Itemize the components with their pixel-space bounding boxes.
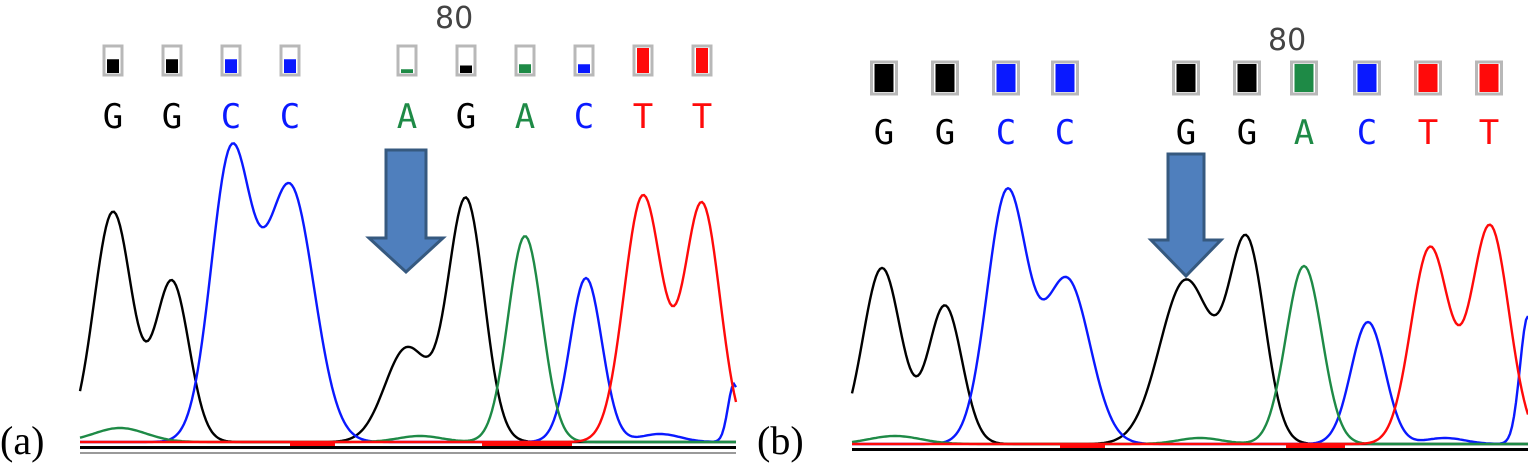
quality-fill-a-3 bbox=[225, 59, 237, 73]
baseline-noise-b-2 bbox=[1286, 445, 1345, 448]
base-call-a-5: A bbox=[397, 97, 417, 137]
panel-label-b: (b) bbox=[757, 418, 804, 463]
quality-boxes-a bbox=[102, 44, 713, 77]
base-call-b-10: T bbox=[1479, 113, 1499, 153]
base-call-b-5: G bbox=[1176, 113, 1196, 153]
trace-T-b bbox=[852, 223, 1528, 446]
base-call-a-9: T bbox=[633, 97, 653, 137]
base-call-b-9: T bbox=[1418, 113, 1438, 153]
quality-box-a-5 bbox=[396, 44, 418, 77]
base-call-a-7: A bbox=[515, 97, 535, 137]
quality-fill-b-2 bbox=[935, 64, 955, 92]
base-call-b-3: C bbox=[996, 113, 1016, 153]
traces-a bbox=[78, 142, 738, 446]
panel-label-a: (a) bbox=[0, 418, 44, 463]
position-label-b: 80 bbox=[1268, 23, 1306, 58]
base-call-b-6: G bbox=[1237, 113, 1257, 153]
quality-fill-a-7 bbox=[519, 64, 531, 73]
baseline-noise-b-1 bbox=[1060, 445, 1105, 448]
quality-fill-b-4 bbox=[1055, 64, 1075, 92]
base-call-b-4: C bbox=[1055, 113, 1075, 153]
quality-fill-a-4 bbox=[284, 59, 296, 73]
baseline-shadow-a bbox=[80, 452, 736, 454]
down-arrow-icon bbox=[365, 148, 447, 275]
quality-fill-b-1 bbox=[874, 64, 894, 92]
base-call-a-10: T bbox=[692, 97, 712, 137]
quality-fill-a-9 bbox=[637, 48, 649, 73]
quality-fill-b-10 bbox=[1479, 64, 1499, 92]
quality-fill-a-5 bbox=[401, 69, 413, 73]
quality-fill-b-9 bbox=[1418, 64, 1438, 92]
quality-fill-a-1 bbox=[107, 59, 119, 73]
base-call-a-3: C bbox=[221, 97, 241, 137]
traces-b bbox=[850, 186, 1528, 448]
quality-fill-b-3 bbox=[996, 64, 1016, 92]
baseline-a bbox=[80, 446, 736, 449]
base-call-b-8: C bbox=[1357, 113, 1377, 153]
base-call-a-6: G bbox=[456, 97, 476, 137]
quality-fill-b-6 bbox=[1237, 64, 1257, 92]
quality-fill-a-6 bbox=[460, 65, 472, 73]
base-call-a-4: C bbox=[280, 97, 300, 137]
position-label-a: 80 bbox=[435, 1, 473, 36]
base-call-a-2: G bbox=[162, 97, 182, 137]
quality-fill-b-8 bbox=[1357, 64, 1377, 92]
base-call-a-1: G bbox=[103, 97, 123, 137]
base-call-b-2: G bbox=[935, 113, 955, 153]
baseline-b bbox=[852, 448, 1528, 451]
quality-fill-b-5 bbox=[1176, 64, 1196, 92]
base-call-b-1: G bbox=[874, 113, 894, 153]
trace-A-b bbox=[851, 264, 1528, 446]
baseline-noise-a-2 bbox=[482, 443, 572, 446]
quality-fill-a-10 bbox=[696, 48, 708, 73]
base-call-a-8: C bbox=[574, 97, 594, 137]
quality-fill-a-8 bbox=[578, 64, 590, 73]
quality-fill-a-2 bbox=[166, 59, 178, 73]
down-arrow-icon bbox=[1147, 152, 1225, 279]
trace-T-a bbox=[80, 193, 738, 444]
baseline-noise-a-1 bbox=[290, 443, 335, 446]
quality-boxes-b bbox=[870, 60, 1503, 96]
base-call-b-7: A bbox=[1294, 113, 1314, 153]
quality-fill-b-7 bbox=[1294, 64, 1314, 92]
